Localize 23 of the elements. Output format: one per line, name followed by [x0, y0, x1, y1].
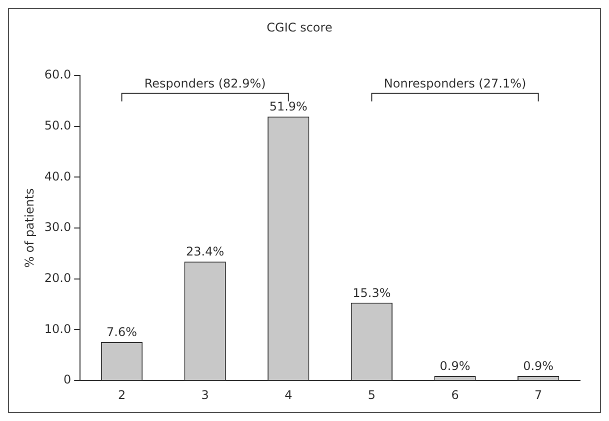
- annotation: Nonresponders (27.1%): [384, 76, 526, 91]
- data-label: 15.3%: [352, 286, 391, 300]
- y-tick-label: 20.0: [44, 270, 72, 285]
- y-tick-label: 0: [63, 372, 72, 387]
- data-label: 0.9%: [523, 359, 554, 374]
- x-tick-label: 2: [118, 388, 126, 402]
- chart-title: CGIC score: [266, 20, 332, 34]
- data-label: 51.9%: [269, 100, 308, 114]
- x-tick-label: 7: [534, 388, 542, 402]
- annotation: Responders (82.9%): [144, 76, 266, 91]
- x-tick-label: 5: [368, 388, 376, 402]
- x-tick-label: 3: [201, 388, 209, 402]
- y-axis-title: % of patients: [22, 188, 36, 268]
- y-tick-label: 50.0: [44, 118, 72, 132]
- data-label: 0.9%: [440, 359, 470, 374]
- data-label: 7.6%: [106, 325, 138, 340]
- x-tick-label: 4: [284, 388, 292, 402]
- x-tick-label: 6: [451, 388, 459, 402]
- y-tick-label: 60.0: [44, 68, 72, 82]
- data-label: 23.4%: [186, 244, 224, 259]
- y-tick-label: 30.0: [44, 220, 72, 234]
- y-tick-label: 40.0: [44, 169, 72, 184]
- y-tick-label: 10.0: [44, 322, 72, 336]
